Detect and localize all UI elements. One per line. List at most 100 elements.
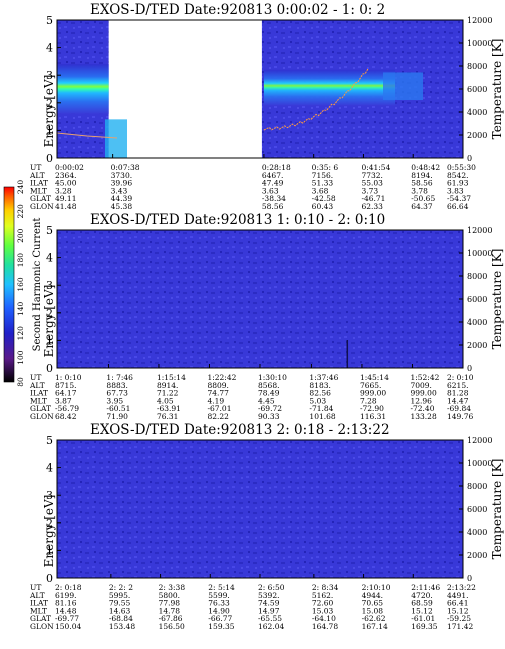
row-value: 76.31 — [157, 412, 178, 421]
row-value: -72.40 — [410, 404, 434, 413]
row-value: 78.49 — [258, 389, 280, 398]
row-label: MLT — [30, 396, 47, 405]
y2-tick-label: 6000 — [467, 295, 487, 304]
row-value: 74.59 — [258, 599, 280, 608]
y2-axis-label: Temperature [K] — [490, 39, 504, 140]
row-value: 58.56 — [262, 202, 284, 211]
row-value: 3.68 — [312, 186, 329, 195]
row-label: UT — [30, 373, 41, 382]
row-value: 39.96 — [111, 179, 133, 188]
row-value: 153.48 — [109, 622, 135, 631]
panel-1: EXOS-D/TED Date:920813 0:00:02 - 1: 0: 2… — [29, 2, 504, 211]
y-tick-label: 5 — [46, 14, 53, 27]
row-value: 2: 8:34 — [312, 583, 339, 592]
row-value: 14.78 — [159, 606, 181, 615]
row-value: 55.03 — [361, 179, 383, 188]
row-value: 116.31 — [360, 412, 386, 421]
row-value: 8883. — [106, 381, 127, 390]
row-value: 68.42 — [55, 412, 77, 421]
y2-tick-label: 12000 — [467, 16, 492, 25]
row-value: 8542. — [447, 171, 468, 180]
row-value: 41.48 — [55, 202, 77, 211]
row-value: 2: 0:18 — [55, 583, 82, 592]
y2-tick-label: 8000 — [467, 272, 487, 281]
y-tick-label: 4 — [46, 462, 53, 475]
row-value: 156.50 — [159, 622, 185, 631]
row-value: 5392. — [258, 591, 279, 600]
row-value: -50.65 — [411, 194, 435, 203]
row-value: 64.17 — [55, 389, 77, 398]
row-value: 3.87 — [55, 396, 72, 405]
row-value: 0:48:42 — [411, 163, 440, 172]
row-value: 7732. — [361, 171, 382, 180]
y-tick-label: 5 — [46, 434, 53, 447]
row-value: -64.10 — [312, 614, 336, 623]
y-axis-label: Energy [eV] — [42, 285, 56, 358]
y-tick-label: 3 — [46, 279, 53, 292]
plasma-band — [57, 64, 109, 114]
y2-tick-label: 4000 — [467, 108, 487, 117]
row-value: -69.84 — [447, 404, 471, 413]
row-value: 81.28 — [447, 389, 469, 398]
row-value: 1:30:10 — [258, 373, 287, 382]
row-label: GLAT — [30, 614, 51, 623]
row-value: 14.48 — [55, 606, 77, 615]
y2-tick-label: 0 — [467, 364, 472, 373]
y2-tick-label: 4000 — [467, 318, 487, 327]
row-value: 90.33 — [258, 412, 280, 421]
row-value: 8194. — [411, 171, 432, 180]
row-value: 45.38 — [111, 202, 133, 211]
y-tick-label: 4 — [46, 42, 53, 55]
row-value: 4944. — [362, 591, 383, 600]
row-label: ALT — [29, 381, 45, 390]
y-tick-label: 1 — [46, 334, 53, 347]
y2-tick-label: 2000 — [467, 131, 487, 140]
row-value: 15.03 — [312, 606, 334, 615]
row-value: 0:07:38 — [111, 163, 140, 172]
row-value: 169.35 — [411, 622, 437, 631]
row-value: 2: 6:50 — [258, 583, 285, 592]
row-value: 3.95 — [106, 396, 123, 405]
spectrogram-block — [57, 440, 463, 578]
y-tick-label: 3 — [46, 489, 53, 502]
row-value: 2364. — [55, 171, 76, 180]
row-value: 999.00 — [360, 389, 386, 398]
y2-tick-label: 10000 — [467, 459, 492, 468]
y-tick-label: 2 — [46, 307, 53, 320]
colorbar-tick-label: 160 — [16, 277, 25, 292]
row-value: -67.01 — [207, 404, 231, 413]
row-value: 8914. — [157, 381, 178, 390]
row-value: 66.41 — [447, 599, 468, 608]
row-value: 47.49 — [262, 179, 284, 188]
row-value: 14.90 — [208, 606, 230, 615]
row-value: 81.16 — [55, 599, 77, 608]
y2-tick-label: 2000 — [467, 341, 487, 350]
row-value: -54.37 — [447, 194, 471, 203]
y2-tick-label: 8000 — [467, 62, 487, 71]
row-value: 4.05 — [157, 396, 174, 405]
row-value: 1:15:14 — [157, 373, 186, 382]
plasma-band — [383, 72, 423, 101]
row-value: -67.86 — [159, 614, 183, 623]
row-value: 159.35 — [208, 622, 234, 631]
row-value: -65.55 — [258, 614, 282, 623]
row-value: 70.65 — [362, 599, 384, 608]
row-value: 4.19 — [207, 396, 224, 405]
row-value: 999.00 — [410, 389, 436, 398]
row-value: 149.76 — [447, 412, 473, 421]
row-value: 5995. — [109, 591, 130, 600]
row-value: 8715. — [55, 381, 76, 390]
row-value: 79.55 — [109, 599, 131, 608]
row-value: 0:55:30 — [447, 163, 476, 172]
temperature-trace — [56, 132, 118, 139]
row-value: 5.03 — [309, 396, 326, 405]
row-value: 68.59 — [411, 599, 433, 608]
row-value: 2:11:46 — [411, 583, 440, 592]
row-value: 74.77 — [207, 389, 229, 398]
row-value: 1:37:46 — [309, 373, 338, 382]
row-value: 5599. — [208, 591, 229, 600]
panel-2: EXOS-D/TED Date:920813 1: 0:10 - 2: 0:10… — [29, 212, 504, 421]
y2-tick-label: 12000 — [467, 436, 492, 445]
row-value: 1: 7:46 — [106, 373, 133, 382]
